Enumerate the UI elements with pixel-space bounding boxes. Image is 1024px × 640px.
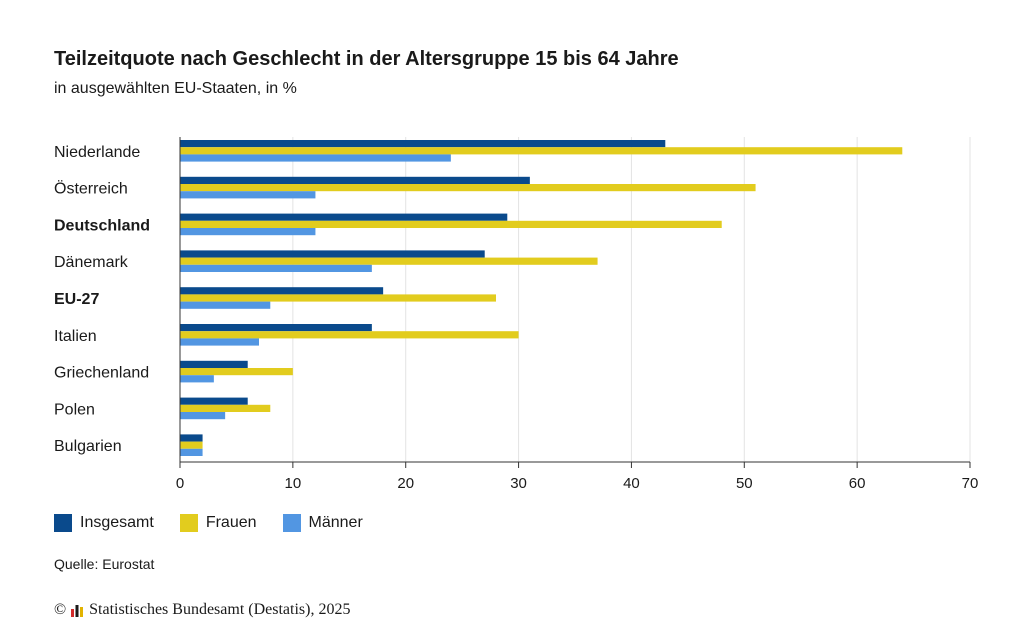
destatis-logo-icon — [71, 605, 84, 617]
bar-männer-3 — [180, 264, 372, 272]
x-tick-label: 0 — [176, 475, 184, 492]
bars — [180, 140, 903, 456]
x-tick-label: 50 — [736, 475, 753, 492]
bar-chart: Niederlande Österreich Deutschland Dänemark… — [54, 137, 979, 492]
bar-männer-0 — [180, 154, 451, 162]
category-label: Deutschland — [54, 217, 150, 234]
category-label: Niederlande — [54, 144, 140, 161]
legend-swatch-insgesamt — [54, 514, 72, 532]
bar-insgesamt-2 — [180, 213, 508, 221]
bar-männer-8 — [180, 448, 203, 456]
bar-frauen-5 — [180, 331, 519, 339]
bar-insgesamt-6 — [180, 360, 248, 368]
bar-männer-5 — [180, 338, 259, 346]
category-label: Bulgarien — [54, 438, 122, 455]
category-label: Dänemark — [54, 254, 129, 271]
x-tick-label: 20 — [397, 475, 414, 492]
bar-männer-1 — [180, 191, 316, 199]
copyright-symbol: © — [54, 601, 67, 618]
footer-text: Statistisches Bundesamt (Destatis), 2025 — [89, 601, 351, 618]
legend-item-frauen: Frauen — [179, 514, 257, 532]
bar-männer-7 — [180, 412, 226, 420]
x-tick-label: 70 — [962, 475, 979, 492]
x-tick-label: 40 — [623, 475, 640, 492]
legend-item-maenner: Männer — [282, 514, 363, 532]
chart-title: Teilzeitquote nach Geschlecht in der Alt… — [54, 48, 679, 70]
bar-frauen-3 — [180, 257, 598, 265]
bar-insgesamt-3 — [180, 250, 485, 258]
legend-label-frauen: Frauen — [205, 514, 257, 531]
bar-insgesamt-0 — [180, 140, 666, 148]
category-label: Österreich — [54, 180, 128, 198]
bar-insgesamt-8 — [180, 434, 203, 442]
bar-insgesamt-4 — [180, 287, 384, 295]
bar-insgesamt-5 — [180, 324, 372, 332]
bar-frauen-4 — [180, 294, 496, 302]
bar-frauen-7 — [180, 404, 271, 412]
legend: Insgesamt Frauen Männer — [54, 514, 389, 532]
category-label: Griechenland — [54, 365, 149, 382]
legend-label-maenner: Männer — [308, 514, 363, 531]
bar-frauen-2 — [180, 220, 722, 228]
footer: © Statistisches Bundesamt (Destatis), 20… — [54, 601, 350, 619]
bar-frauen-6 — [180, 368, 293, 376]
bar-männer-6 — [180, 375, 214, 383]
legend-swatch-frauen — [179, 514, 198, 532]
legend-label-insgesamt: Insgesamt — [80, 514, 154, 531]
category-labels: Niederlande Österreich Deutschland Dänemark… — [54, 144, 150, 455]
source-note: Quelle: Eurostat — [54, 556, 155, 572]
legend-swatch-maenner — [282, 514, 301, 532]
legend-item-insgesamt: Insgesamt — [54, 514, 154, 532]
chart-subtitle: in ausgewählten EU-Staaten, in % — [54, 80, 297, 97]
x-axis: 0 10 20 30 40 50 60 70 — [176, 137, 979, 492]
bar-insgesamt-7 — [180, 397, 248, 405]
category-label: Polen — [54, 401, 95, 418]
category-label: EU-27 — [54, 291, 99, 308]
bar-männer-2 — [180, 228, 316, 236]
x-tick-label: 10 — [285, 475, 302, 492]
x-tick-label: 30 — [510, 475, 527, 492]
bar-frauen-1 — [180, 184, 756, 192]
bar-insgesamt-1 — [180, 176, 530, 184]
bar-männer-4 — [180, 301, 271, 309]
x-tick-label: 60 — [849, 475, 866, 492]
bar-frauen-0 — [180, 147, 903, 155]
bar-frauen-8 — [180, 441, 203, 449]
category-label: Italien — [54, 328, 97, 345]
